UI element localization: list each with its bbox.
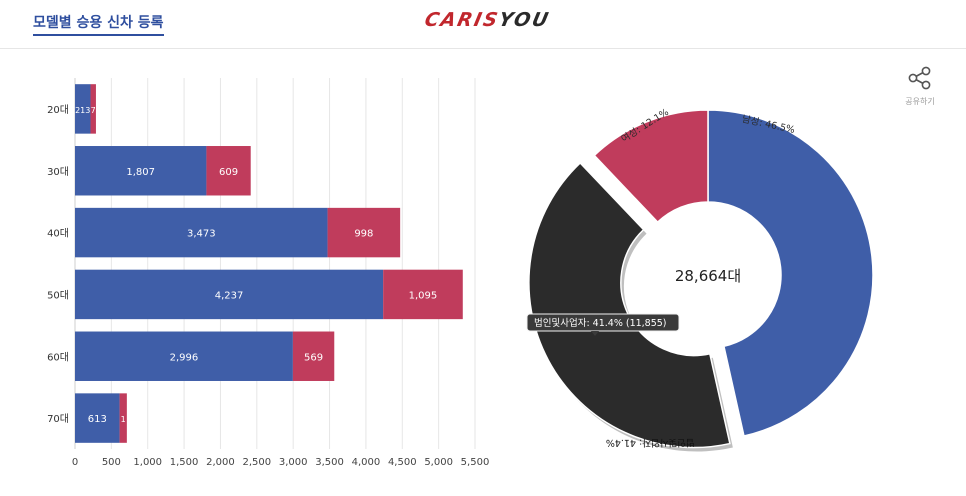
x-tick-label: 5,500 — [461, 457, 490, 468]
bar-value-label: 213 — [75, 106, 90, 115]
donut-slice[interactable] — [528, 161, 731, 449]
y-tick-label: 70대 — [47, 413, 69, 425]
bar-segment[interactable] — [75, 269, 384, 320]
bar-value-label: 609 — [219, 167, 238, 178]
x-tick-label: 2,500 — [242, 457, 271, 468]
bar-value-label: 2,996 — [170, 352, 199, 363]
x-tick-label: 5,000 — [424, 457, 453, 468]
donut-center-total: 28,664대 — [675, 267, 741, 285]
bar-value-label: 1,095 — [409, 290, 438, 301]
share-button[interactable]: 공유하기 — [900, 66, 940, 108]
bar-value-label: 4,237 — [215, 290, 244, 301]
bar-value-label: 7 — [91, 106, 96, 115]
logo-text-b: YOU — [496, 9, 553, 31]
bar-value-label: 613 — [88, 414, 107, 425]
slice-tooltip: 법인및사업자: 41.4% (11,855) — [526, 313, 680, 336]
bar-segment[interactable] — [292, 331, 335, 381]
bar-segment[interactable] — [119, 393, 127, 443]
donut-slice[interactable] — [593, 109, 709, 224]
logo-text-a: CARIS — [422, 9, 502, 31]
age-bar-chart: 0 500 1,000 1,500 2,000 2,500 3,000 3,500 4,000 4… — [47, 78, 490, 468]
x-tick-label: 0 — [72, 457, 78, 468]
bar-segment[interactable] — [75, 146, 207, 196]
share-icon — [908, 66, 931, 90]
bar-segment[interactable] — [383, 269, 463, 320]
slice-label: 법인및사업자: 41.4% — [606, 437, 695, 449]
bar-segment[interactable] — [206, 146, 251, 196]
tooltip-box — [526, 313, 680, 332]
x-tick-label: 3,000 — [279, 457, 308, 468]
gender-donut-chart: 남성: 46.5%법인및사업자: 41.4%여성: 12.1%28,664대법인… — [526, 106, 874, 452]
bar-segment[interactable] — [90, 84, 96, 134]
x-tick-label: 2,000 — [206, 457, 235, 468]
bar-segment[interactable] — [75, 393, 120, 443]
x-tick-label: 1,500 — [170, 457, 199, 468]
bar-value-label: 569 — [304, 352, 323, 363]
tooltip-text: 법인및사업자: 41.4% (11,855) — [534, 317, 667, 329]
brand-logo[interactable]: CARISYOU — [423, 9, 552, 31]
bar-segment[interactable] — [75, 331, 293, 381]
y-tick-label: 50대 — [47, 289, 69, 301]
x-tick-label: 4,000 — [352, 457, 381, 468]
bar-segment[interactable] — [75, 84, 91, 134]
y-tick-label: 60대 — [47, 351, 69, 363]
x-tick-label: 1,000 — [133, 457, 162, 468]
x-tick-label: 500 — [102, 457, 121, 468]
bar-value-label: 1 — [121, 415, 126, 424]
bar-value-label: 998 — [354, 229, 373, 240]
share-label: 공유하기 — [905, 97, 935, 106]
tooltip-pointer — [591, 331, 599, 336]
y-tick-label: 30대 — [47, 166, 69, 178]
bar-segment[interactable] — [75, 207, 328, 258]
bar-segment[interactable] — [327, 207, 401, 258]
donut-slice[interactable] — [707, 109, 874, 437]
page-title[interactable]: 모델별 승용 신차 등록 — [33, 12, 164, 36]
bar-value-label: 3,473 — [187, 229, 216, 240]
page-header: 모델별 승용 신차 등록 CARISYOU — [0, 0, 966, 49]
x-tick-label: 3,500 — [315, 457, 344, 468]
y-tick-label: 20대 — [47, 104, 69, 116]
y-tick-label: 40대 — [47, 228, 69, 240]
x-tick-label: 4,500 — [388, 457, 417, 468]
bar-value-label: 1,807 — [126, 167, 155, 178]
